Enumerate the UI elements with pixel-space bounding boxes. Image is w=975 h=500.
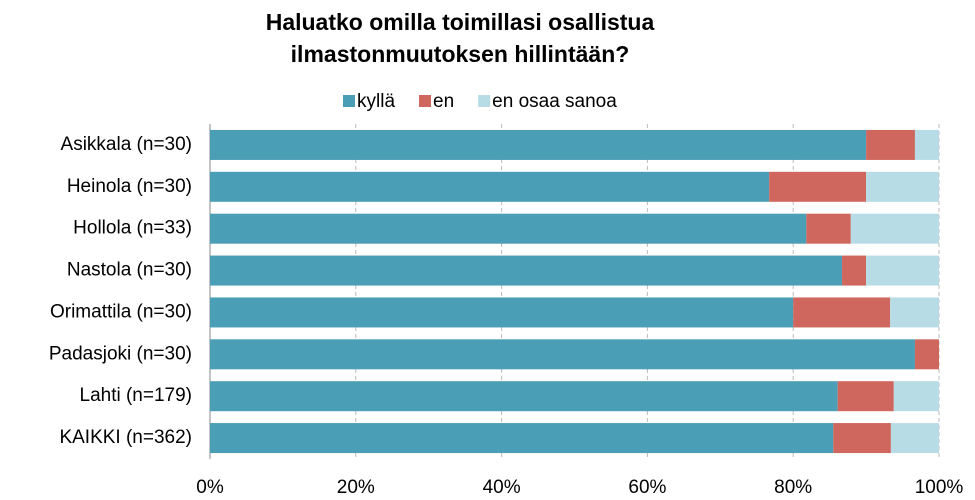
bar-segment <box>210 255 843 286</box>
y-tick-label: Orimattila (n=30) <box>50 301 192 322</box>
bar-segment <box>914 129 939 160</box>
x-tick-label: 100% <box>915 477 964 498</box>
bar-segment <box>210 213 807 244</box>
legend-label: kyllä <box>357 91 395 112</box>
chart-title: Haluatko omilla toimillasi osallistua il… <box>265 9 655 67</box>
x-tick-label: 80% <box>774 477 812 498</box>
bar-segment <box>866 129 915 160</box>
legend-label: en osaa sanoa <box>492 91 617 112</box>
bar-segment <box>833 423 891 454</box>
bar-segment <box>842 255 867 286</box>
legend-swatch <box>343 95 355 107</box>
bar-segment <box>866 255 939 286</box>
legend-swatch <box>478 95 491 107</box>
legend-label: en <box>433 91 454 112</box>
x-tick-label: 20% <box>337 477 375 498</box>
bar-segment <box>893 381 939 412</box>
y-tick-label: Nastola (n=30) <box>67 260 192 281</box>
bar-segment <box>210 129 867 160</box>
bar-segment <box>210 423 834 454</box>
bar-segment <box>210 339 915 370</box>
legend-swatch <box>419 95 432 107</box>
y-tick-label: Asikkala (n=30) <box>61 134 192 155</box>
bar-segment <box>210 171 770 202</box>
bar-segment <box>890 297 939 328</box>
y-tick-label: Hollola (n=33) <box>73 218 192 239</box>
y-tick-label: Heinola (n=30) <box>67 176 192 197</box>
bar-segment <box>850 213 939 244</box>
bar-segment <box>210 297 794 328</box>
bar-segment <box>837 381 894 412</box>
bar-segment <box>866 171 939 202</box>
x-tick-label: 60% <box>628 477 666 498</box>
bar-segment <box>890 423 939 454</box>
bar-segment <box>769 171 867 202</box>
y-tick-label: Padasjoki (n=30) <box>49 343 192 364</box>
bar-segment <box>793 297 891 328</box>
bar-segment <box>210 381 838 412</box>
bar-segment <box>914 339 939 370</box>
x-tick-label: 40% <box>483 477 521 498</box>
x-tick-label: 0% <box>196 477 224 498</box>
y-tick-label: Lahti (n=179) <box>80 385 193 406</box>
bar-segment <box>806 213 851 244</box>
y-tick-label: KAIKKI (n=362) <box>59 427 192 448</box>
